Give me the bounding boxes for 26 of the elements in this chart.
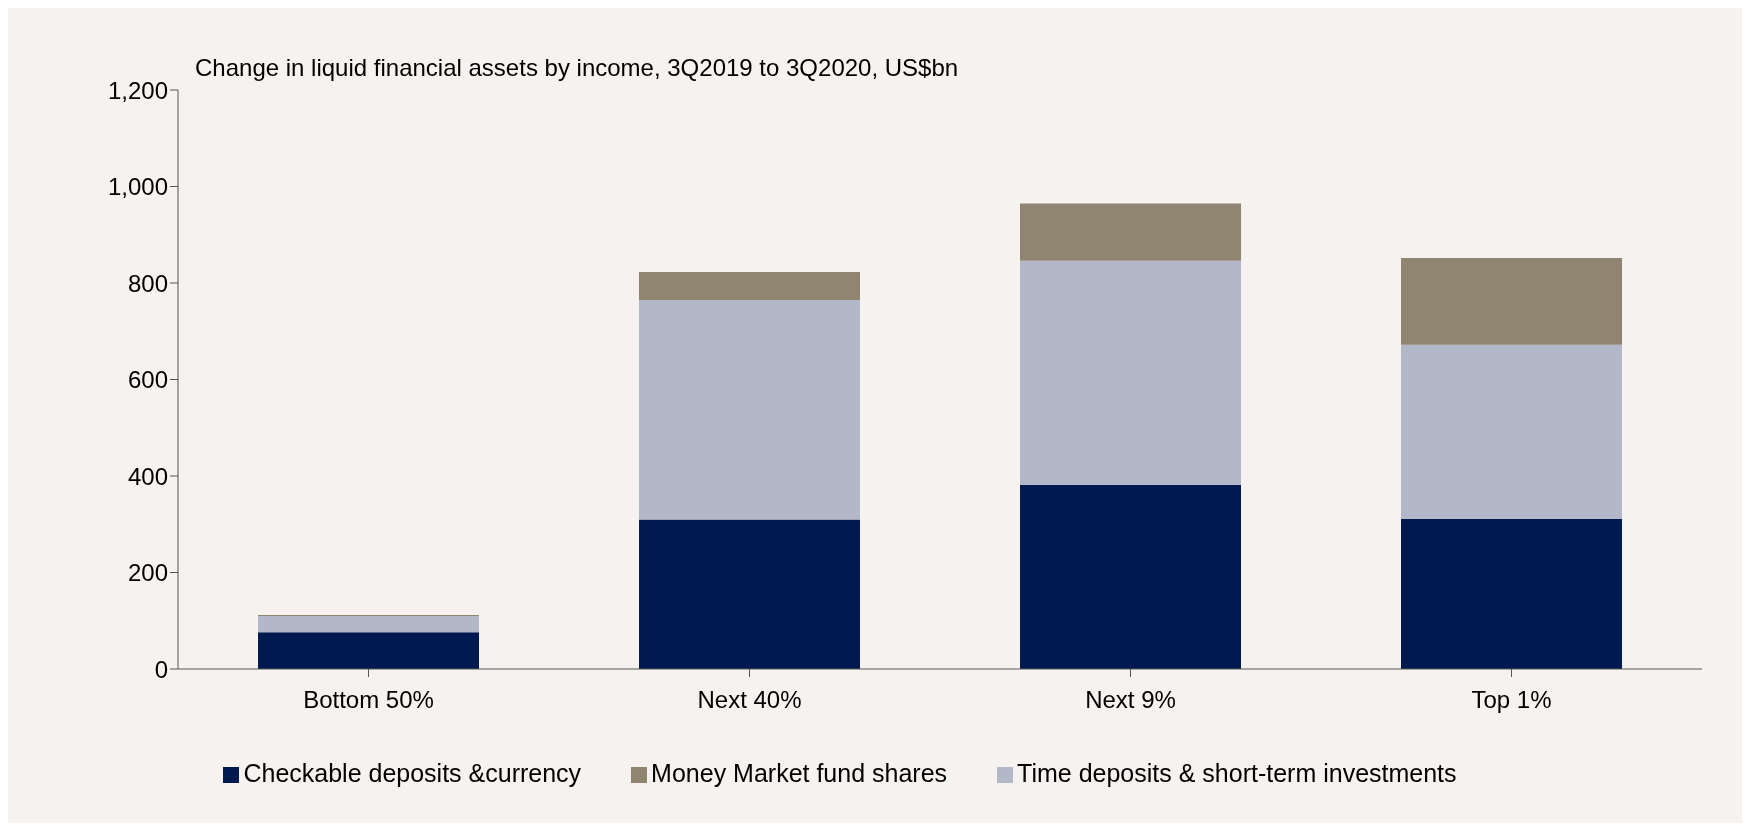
y-tick-label: 600 bbox=[127, 366, 168, 394]
bar bbox=[258, 632, 480, 669]
bar bbox=[1401, 344, 1623, 519]
y-tick-label: 1,200 bbox=[107, 76, 168, 104]
x-tick-label: Next 40% bbox=[697, 686, 802, 714]
y-tick-label: 400 bbox=[127, 462, 168, 490]
bar bbox=[1401, 518, 1623, 669]
x-tick-label: Bottom 50% bbox=[303, 686, 434, 714]
bar bbox=[639, 519, 861, 669]
x-tick-label: Next 9% bbox=[1085, 686, 1176, 714]
bar bbox=[1020, 260, 1242, 485]
bar bbox=[258, 615, 480, 633]
y-tick-label: 200 bbox=[127, 559, 168, 587]
legend-label: Money Market fund shares bbox=[651, 759, 948, 787]
legend-label: Checkable deposits &currency bbox=[243, 759, 582, 787]
bar bbox=[1020, 203, 1242, 261]
legend-label: Time deposits & short-term investments bbox=[1017, 759, 1457, 787]
bar bbox=[639, 299, 861, 520]
y-tick-label: 1,000 bbox=[107, 173, 168, 201]
bar bbox=[1401, 257, 1623, 345]
bar bbox=[639, 271, 861, 300]
chart-title: Change in liquid financial assets by income, 3Q2019 to 3Q2020, US$bn bbox=[195, 54, 959, 82]
y-tick-label: 800 bbox=[127, 269, 168, 297]
x-tick-label: Top 1% bbox=[1471, 686, 1552, 714]
y-tick-label: 0 bbox=[154, 655, 168, 683]
bar bbox=[1020, 484, 1242, 669]
